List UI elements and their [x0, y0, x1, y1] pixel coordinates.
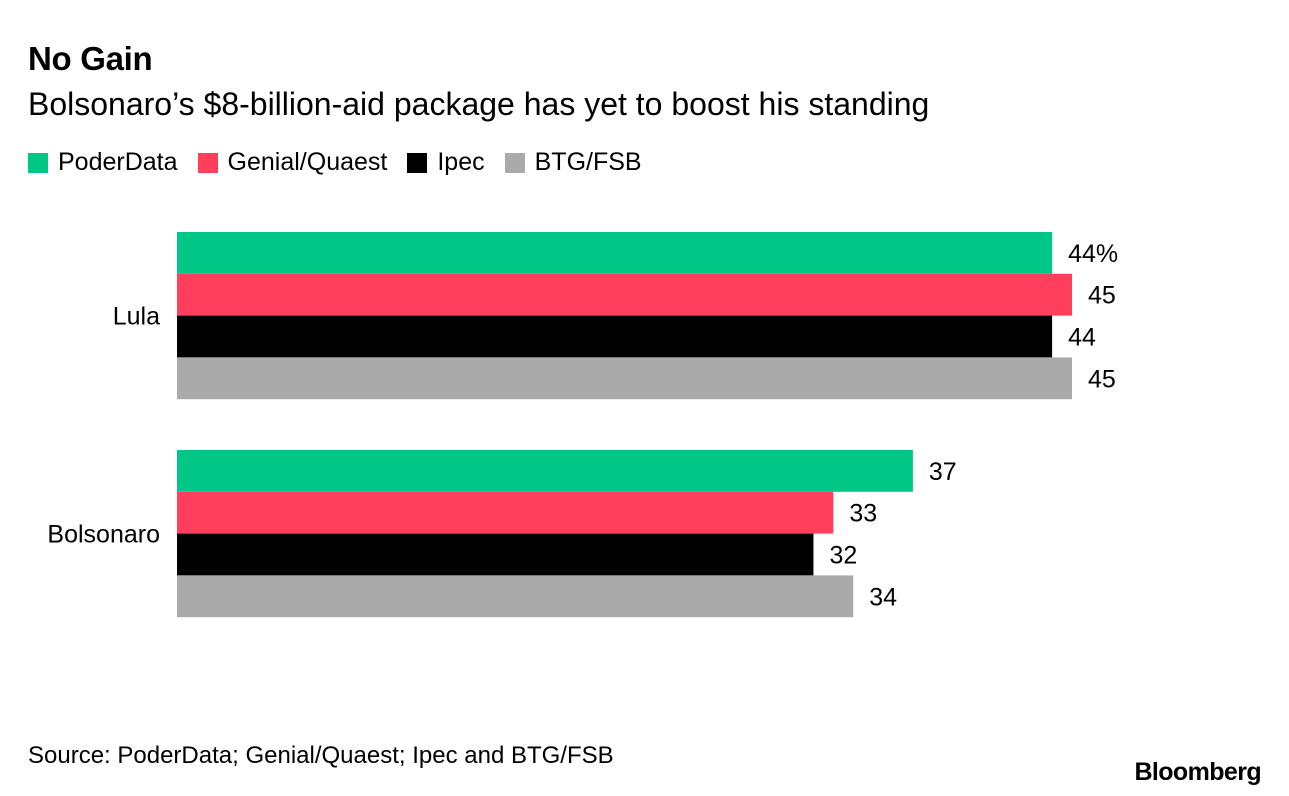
- bar-lula-poderdata: [177, 232, 1053, 274]
- legend-label: BTG/FSB: [534, 148, 642, 176]
- legend-swatch: [407, 152, 428, 173]
- bar-lula-genial-quaest: [177, 273, 1072, 316]
- bar-bolsonaro-poderdata: [177, 450, 913, 492]
- legend-label: Ipec: [437, 148, 485, 176]
- bar-lula-ipec: [177, 315, 1053, 358]
- chart-subtitle: Bolsonaro’s $8-billion-aid package has y…: [28, 86, 930, 122]
- legend-item-ipec: Ipec: [407, 148, 485, 177]
- legend-label: Genial/Quaest: [227, 148, 388, 176]
- legend-swatch: [504, 152, 525, 173]
- bar-bolsonaro-btg-fsb: [177, 575, 854, 618]
- legend-item-btg-fsb: BTG/FSB: [504, 148, 642, 177]
- data-label: 32: [829, 542, 857, 570]
- bar-bolsonaro-ipec: [177, 533, 814, 576]
- bar-lula-btg-fsb: [177, 357, 1072, 400]
- legend-item-genial-quaest: Genial/Quaest: [197, 148, 388, 177]
- data-label: 44%: [1068, 240, 1118, 268]
- data-label: 45: [1088, 365, 1116, 393]
- bloomberg-logo: Bloomberg: [1134, 758, 1261, 786]
- legend-swatch: [28, 152, 48, 173]
- legend-label: PoderData: [58, 148, 178, 176]
- legend-swatch: [197, 152, 218, 173]
- data-label: 33: [849, 500, 877, 528]
- source-note: Source: PoderData; Genial/Quaest; Ipec a…: [28, 742, 614, 769]
- chart-title: No Gain: [28, 40, 153, 77]
- data-label: 44: [1068, 324, 1096, 352]
- legend-item-poderdata: PoderData: [28, 148, 178, 177]
- category-label: Lula: [113, 303, 160, 331]
- data-label: 45: [1088, 282, 1116, 310]
- data-label: 37: [929, 458, 957, 486]
- legend: PoderData Genial/Quaest Ipec BTG/FSB: [28, 148, 662, 177]
- bar-bolsonaro-genial-quaest: [177, 491, 834, 534]
- data-label: 34: [869, 583, 897, 611]
- category-label: Bolsonaro: [47, 521, 160, 549]
